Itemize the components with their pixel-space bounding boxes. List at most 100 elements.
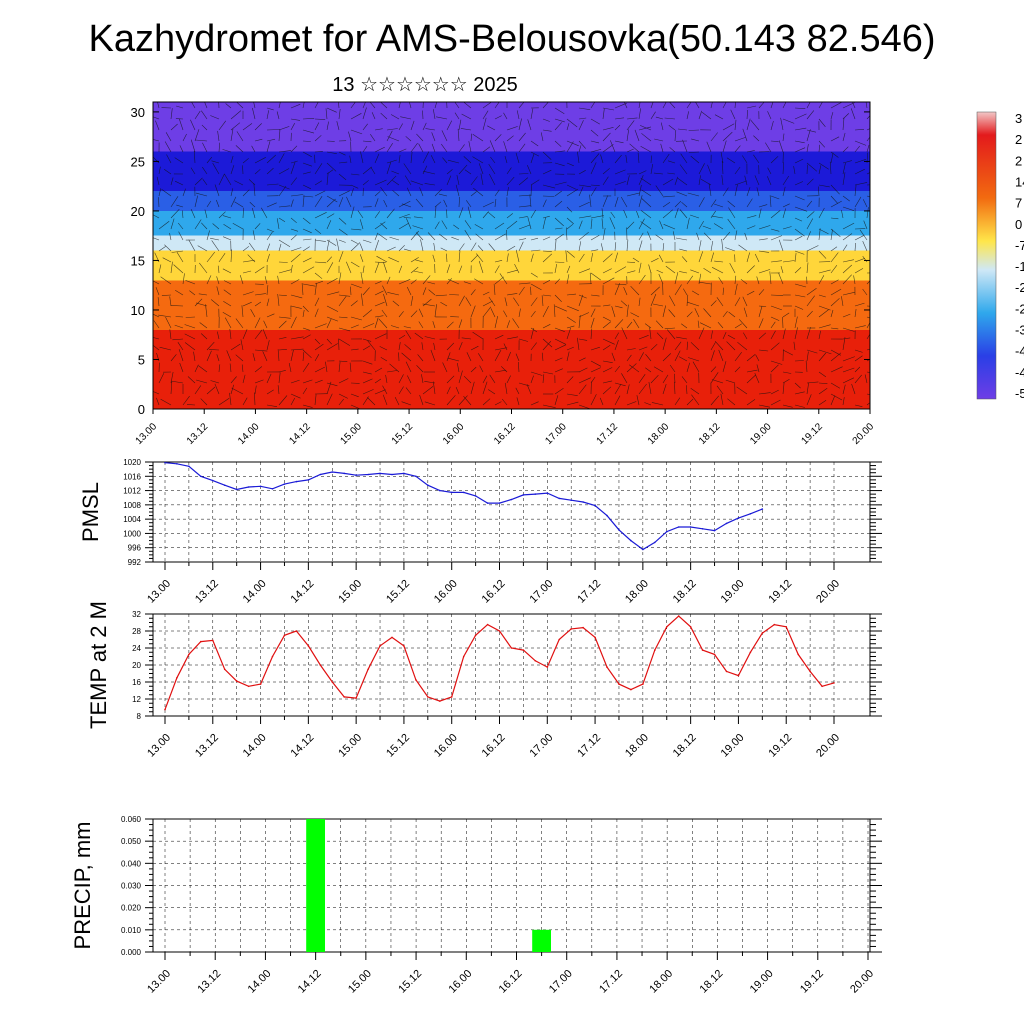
wind-arrow [652, 303, 664, 307]
wind-arrow [350, 239, 358, 244]
wind-arrow [398, 213, 410, 219]
wind-arrow [614, 383, 622, 395]
data-point [474, 495, 477, 497]
wind-arrow [403, 326, 412, 329]
wind-arrow [357, 210, 364, 219]
wind-arrow [566, 305, 579, 312]
wind-arrow [862, 288, 868, 296]
wind-arrow [386, 159, 397, 164]
wind-arrow [184, 333, 196, 340]
wind-arrow [721, 175, 724, 186]
wind-arrow [782, 404, 793, 408]
wind-arrow [362, 180, 369, 186]
wind-arrow [782, 382, 785, 395]
wind-arrow [566, 325, 575, 329]
wind-arrow [176, 204, 184, 208]
wind-arrow [374, 261, 386, 263]
wind-arrow [418, 308, 424, 318]
colorbar-label: 3 [1015, 111, 1022, 126]
wind-arrow [153, 391, 160, 395]
wind-arrow [578, 120, 584, 131]
wind-arrow [494, 198, 497, 208]
y-tick-label: 992 [128, 558, 142, 567]
wind-arrow [734, 352, 742, 362]
wind-arrow [515, 152, 520, 164]
wind-arrow [206, 275, 212, 285]
wind-arrow [566, 327, 571, 340]
wind-arrow [688, 357, 700, 362]
wind-arrow [222, 215, 232, 219]
y-tick-label: 24 [132, 644, 141, 653]
wind-arrow [554, 162, 565, 167]
wind-arrow [174, 157, 184, 164]
wind-arrow [242, 374, 246, 384]
wind-arrow [742, 128, 748, 142]
wind-arrow [406, 187, 412, 197]
wind-arrow [360, 271, 364, 285]
wind-arrow [182, 395, 190, 406]
wind-arrow [482, 306, 492, 318]
wind-arrow [325, 108, 328, 120]
wind-arrow [314, 343, 324, 351]
wind-arrow [530, 327, 538, 333]
wind-arrow [398, 123, 403, 131]
wind-arrow [806, 394, 812, 406]
wind-arrow [818, 162, 829, 170]
wind-arrow [302, 102, 305, 109]
wind-arrow [254, 223, 261, 230]
wind-arrow [194, 110, 201, 120]
data-point [295, 480, 298, 483]
wind-arrow [662, 337, 667, 351]
wind-arrow [734, 102, 736, 109]
data-point [200, 475, 202, 478]
wind-arrow [770, 121, 774, 131]
data-point [522, 649, 525, 651]
wind-arrow [386, 143, 393, 153]
wind-arrow [842, 274, 852, 285]
wind-arrow [641, 198, 652, 208]
wind-arrow [830, 352, 842, 362]
wind-arrow [842, 146, 849, 153]
wind-arrow [842, 244, 848, 252]
wind-arrow [601, 208, 604, 219]
wind-arrow [691, 290, 700, 296]
wind-arrow [728, 311, 736, 318]
wind-arrow [566, 162, 574, 167]
wind-arrow [866, 128, 870, 131]
wind-arrow [746, 187, 751, 197]
wind-arrow [818, 207, 825, 219]
wind-arrow [277, 293, 280, 307]
data-point [630, 688, 632, 691]
wind-arrow [460, 128, 472, 131]
wind-arrow [770, 399, 781, 406]
wind-arrow [758, 238, 768, 241]
wind-arrow [782, 175, 790, 186]
wind-arrow [640, 221, 652, 230]
x-tick-label: 19.12 [799, 421, 825, 447]
wind-arrow [506, 245, 516, 252]
wind-arrow [278, 129, 281, 142]
wind-arrow [254, 301, 262, 307]
wind-arrow [422, 287, 427, 296]
wind-arrow [806, 382, 809, 395]
wind-arrow [794, 294, 806, 298]
wind-arrow [614, 365, 621, 373]
wind-arrow [458, 370, 463, 384]
wind-arrow [566, 316, 576, 323]
wind-arrow [662, 201, 671, 208]
wind-arrow [164, 141, 172, 153]
wind-arrow [578, 312, 590, 318]
wind-arrow [667, 160, 676, 164]
wind-arrow [542, 215, 550, 219]
wind-arrow [455, 386, 460, 395]
data-point [271, 488, 274, 490]
wind-arrow [590, 294, 600, 297]
wind-arrow [578, 338, 588, 341]
colorbar-label: 14 [1015, 174, 1024, 189]
wind-arrow [854, 349, 863, 353]
wind-arrow [794, 158, 804, 164]
wind-arrow [566, 250, 575, 258]
wind-arrow [362, 146, 368, 153]
wind-arrow [302, 283, 316, 287]
wind-arrow [818, 165, 822, 175]
